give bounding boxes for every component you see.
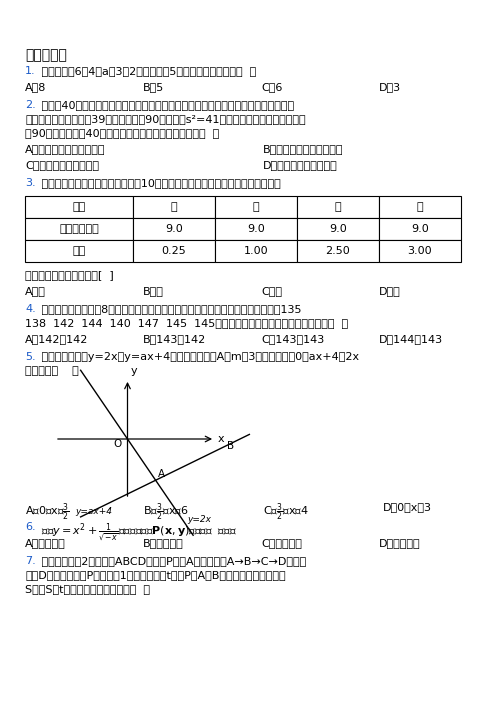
- Bar: [215, 196, 297, 218]
- Text: A: A: [158, 469, 165, 479]
- Bar: [215, 218, 297, 240]
- Text: 某中学九年级二班的8名女同学在一次仰卧起坐测试中的成绩如下（单位：个）：135: 某中学九年级二班的8名女同学在一次仰卧起坐测试中的成绩如下（单位：个）：135: [38, 304, 302, 314]
- Text: 9.0: 9.0: [165, 224, 183, 234]
- Text: 某班有40人，一次体能测试后，老师对测试成绩进行了统计．由于小亮没有参加本次: 某班有40人，一次体能测试后，老师对测试成绩进行了统计．由于小亮没有参加本次: [38, 100, 294, 110]
- Text: 如图，一次函数y=2x和y=ax+4的图象相交于点A（m，3），则不等式0＜ax+4＜2x: 如图，一次函数y=2x和y=ax+4的图象相交于点A（m，3），则不等式0＜ax…: [38, 352, 359, 362]
- Text: 1.: 1.: [25, 66, 36, 76]
- Text: D．144、143: D．144、143: [379, 334, 443, 344]
- Text: A．甲: A．甲: [25, 286, 46, 296]
- Bar: [379, 196, 461, 218]
- Bar: [133, 240, 215, 262]
- Text: C．平均分和方差都不变: C．平均分和方差都不变: [25, 160, 99, 170]
- Text: A．第一象限: A．第一象限: [25, 538, 66, 548]
- Text: 5.: 5.: [25, 352, 36, 362]
- Text: B．$\frac{3}{2}$＜x＜6: B．$\frac{3}{2}$＜x＜6: [143, 502, 188, 524]
- Text: D．平均分和方差都改变: D．平均分和方差都改变: [263, 160, 338, 170]
- Bar: [25, 218, 133, 240]
- Text: 一组数据：6、4、a、3、2的平均数是5，这组数据的方差为（  ）: 一组数据：6、4、a、3、2的平均数是5，这组数据的方差为（ ）: [38, 66, 256, 76]
- Text: 集体测试因此计算其他39人的平均分为90分，方差s²=41．后来小亮进行了补测，成绩: 集体测试因此计算其他39人的平均分为90分，方差s²=41．后来小亮进行了补测，…: [25, 114, 306, 124]
- Bar: [297, 240, 379, 262]
- Text: 丙: 丙: [335, 202, 341, 212]
- Text: 3.: 3.: [25, 178, 36, 188]
- Bar: [133, 218, 215, 240]
- Text: C．第三象限: C．第三象限: [261, 538, 302, 548]
- Text: 2.50: 2.50: [326, 246, 350, 256]
- Text: 丁: 丁: [417, 202, 423, 212]
- Text: 如图，边长为2的正方形ABCD中，点P从点A出发沿路线A→B→C→D匀速运: 如图，边长为2的正方形ABCD中，点P从点A出发沿路线A→B→C→D匀速运: [38, 556, 306, 566]
- Text: 4.: 4.: [25, 304, 36, 314]
- Text: 138  142  144  140  147  145  145；则这组数据的中位数、平均数分别是（  ）: 138 142 144 140 147 145 145；则这组数据的中位数、平均…: [25, 318, 348, 328]
- Text: 9.0: 9.0: [247, 224, 265, 234]
- Text: 为90分，关于该班40人的测试成绩，下列说法正确的是（  ）: 为90分，关于该班40人的测试成绩，下列说法正确的是（ ）: [25, 128, 219, 138]
- Text: 3.00: 3.00: [408, 246, 433, 256]
- Text: A．0＜x＜$\frac{3}{2}$: A．0＜x＜$\frac{3}{2}$: [25, 502, 70, 524]
- Text: C．丙: C．丙: [261, 286, 282, 296]
- Bar: [25, 196, 133, 218]
- Text: 动至D停止．已知点P的速度为1，运动时间为t，以P、A、B为顶点的三角形面积为: 动至D停止．已知点P的速度为1，运动时间为t，以P、A、B为顶点的三角形面积为: [25, 570, 286, 580]
- Text: B．143、142: B．143、142: [143, 334, 206, 344]
- Text: B．乙: B．乙: [143, 286, 164, 296]
- Text: C．6: C．6: [261, 82, 282, 92]
- Bar: [25, 240, 133, 262]
- Bar: [297, 196, 379, 218]
- Text: 则成绩发挥最不稳定的是[  ]: 则成绩发挥最不稳定的是[ ]: [25, 270, 114, 280]
- Text: D．丁: D．丁: [379, 286, 401, 296]
- Bar: [297, 218, 379, 240]
- Text: y=2x: y=2x: [187, 515, 211, 524]
- Text: 6.: 6.: [25, 522, 36, 532]
- Text: S，则S与t之间的函数图象可能是（  ）: S，则S与t之间的函数图象可能是（ ）: [25, 584, 150, 594]
- Text: D．0＜x＜3: D．0＜x＜3: [383, 502, 432, 512]
- Text: 乙: 乙: [252, 202, 259, 212]
- Text: A．142、142: A．142、142: [25, 334, 88, 344]
- Text: 的解集是（    ）: 的解集是（ ）: [25, 366, 79, 376]
- Text: 7.: 7.: [25, 556, 36, 566]
- Bar: [379, 240, 461, 262]
- Text: 一、选择题: 一、选择题: [25, 48, 67, 62]
- Text: 函数$y=x^2+\frac{1}{\sqrt{-x}}$的图象上的点$\mathbf{P}(\mathbf{x},\mathbf{y})$一定在（  ）象限: 函数$y=x^2+\frac{1}{\sqrt{-x}}$的图象上的点$\mat…: [38, 522, 237, 545]
- Bar: [133, 196, 215, 218]
- Text: 甲、乙、丙、丁四位选手各进行了10次射击，射击成绩的平均数和方差如下表：: 甲、乙、丙、丁四位选手各进行了10次射击，射击成绩的平均数和方差如下表：: [38, 178, 281, 188]
- Text: y: y: [130, 366, 137, 376]
- Text: 9.0: 9.0: [329, 224, 347, 234]
- Text: 选手: 选手: [72, 202, 86, 212]
- Text: O: O: [114, 439, 122, 449]
- Text: C．143、143: C．143、143: [261, 334, 324, 344]
- Text: C．$\frac{3}{2}$＜x＜4: C．$\frac{3}{2}$＜x＜4: [263, 502, 309, 524]
- Text: 0.25: 0.25: [162, 246, 186, 256]
- Text: x: x: [218, 434, 225, 444]
- Text: 2.: 2.: [25, 100, 36, 110]
- Text: D．3: D．3: [379, 82, 401, 92]
- Text: A．平均分不变，方差变大: A．平均分不变，方差变大: [25, 144, 106, 154]
- Text: B．5: B．5: [143, 82, 164, 92]
- Text: 9.0: 9.0: [411, 224, 429, 234]
- Text: B．平均分不变，方差变小: B．平均分不变，方差变小: [263, 144, 344, 154]
- Text: B．第二象限: B．第二象限: [143, 538, 184, 548]
- Bar: [379, 218, 461, 240]
- Text: 1.00: 1.00: [244, 246, 268, 256]
- Text: D．第四象限: D．第四象限: [379, 538, 421, 548]
- Text: 平均数（环）: 平均数（环）: [59, 224, 99, 234]
- Text: B: B: [227, 441, 234, 451]
- Text: 方差: 方差: [72, 246, 86, 256]
- Text: 甲: 甲: [171, 202, 177, 212]
- Text: A．8: A．8: [25, 82, 46, 92]
- Bar: [215, 240, 297, 262]
- Text: y=ax+4: y=ax+4: [75, 507, 112, 516]
